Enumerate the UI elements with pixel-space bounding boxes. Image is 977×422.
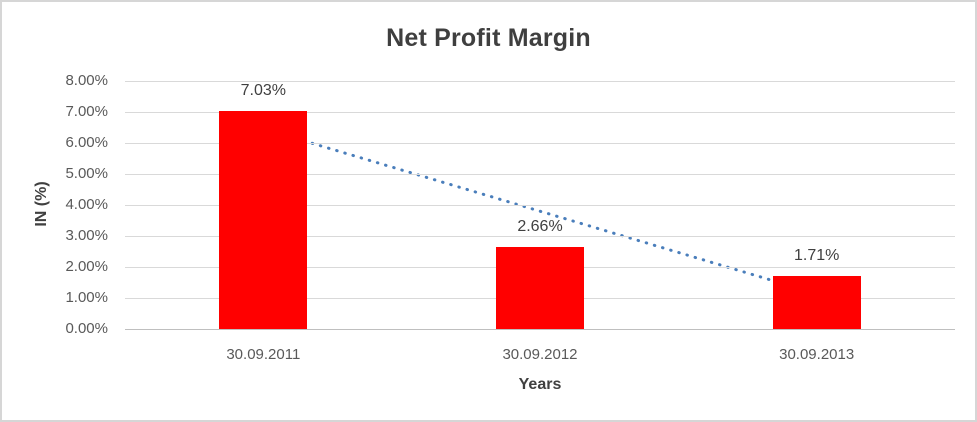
y-tick-label: 0.00%	[65, 320, 108, 337]
y-tick-label: 7.00%	[65, 103, 108, 120]
data-label: 1.71%	[793, 246, 840, 264]
data-label: 2.66%	[517, 217, 563, 235]
y-tick-label: 5.00%	[65, 165, 108, 182]
x-axis-title: Years	[518, 376, 562, 393]
gridline	[125, 81, 955, 82]
data-label: 7.03%	[240, 82, 287, 100]
trendline	[261, 127, 819, 296]
x-tick-label: 30.09.2012	[502, 346, 578, 363]
gridline	[125, 112, 955, 113]
bar-30.09.2011	[219, 111, 308, 329]
y-tick-label: 1.00%	[65, 289, 108, 306]
gridline	[125, 143, 955, 144]
plot-area: 7.03% 2.66% 1.71%	[125, 81, 955, 330]
gridline	[125, 205, 955, 206]
x-tick-label: 30.09.2013	[779, 346, 855, 363]
y-tick-label: 4.00%	[65, 196, 108, 213]
bar-30.09.2012	[496, 246, 584, 329]
x-axis-line	[125, 329, 955, 330]
gridline	[125, 236, 955, 237]
bar-30.09.2013	[772, 276, 861, 329]
y-tick-label: 8.00%	[65, 72, 108, 89]
gridline	[125, 174, 955, 175]
y-tick-label: 6.00%	[65, 134, 108, 151]
trendline-path	[261, 127, 819, 296]
y-tick-label: 2.00%	[65, 258, 108, 275]
chart-title: Net Profit Margin	[386, 24, 591, 52]
y-tick-label: 3.00%	[65, 227, 108, 244]
x-tick-label: 30.09.2011	[226, 346, 301, 363]
